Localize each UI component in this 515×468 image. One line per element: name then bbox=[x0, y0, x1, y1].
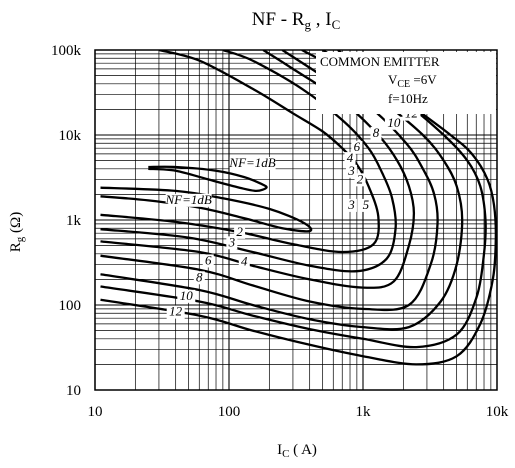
curve-label: 8 bbox=[373, 125, 380, 140]
curve-label-bg bbox=[351, 140, 363, 154]
title-main: NF - R bbox=[252, 9, 305, 30]
condition-frequency: f=10Hz bbox=[388, 91, 428, 106]
y-label-main: R bbox=[8, 242, 24, 252]
curve-label: 2 bbox=[357, 171, 364, 186]
x-label-sub: C bbox=[282, 448, 289, 460]
curve-label-bg bbox=[193, 271, 205, 285]
y-tick-label: 10 bbox=[66, 383, 81, 399]
curve-label-bg bbox=[177, 289, 196, 303]
curve-label: 4 bbox=[347, 150, 354, 165]
title-sub-g: g bbox=[305, 17, 312, 32]
x-tick-label: 10k bbox=[486, 404, 509, 420]
curve-label-bg bbox=[229, 157, 276, 171]
vce-main: V bbox=[388, 72, 398, 87]
curve-label-bg bbox=[354, 173, 366, 187]
curve-label: 6 bbox=[354, 139, 361, 154]
curve-label: 3 bbox=[228, 234, 236, 249]
x-tick-labels: 10 100 1k 10k bbox=[88, 404, 509, 420]
curve-label-bg bbox=[360, 198, 372, 212]
title-mid: , I bbox=[311, 9, 332, 30]
y-axis-label: Rg (Ω) bbox=[8, 212, 26, 252]
curve-label-bg bbox=[384, 116, 403, 130]
y-tick-label: 1k bbox=[66, 213, 82, 229]
curve-label-bg bbox=[344, 152, 356, 166]
curve-label: 10 bbox=[387, 115, 401, 130]
curve-label-bg bbox=[370, 126, 382, 140]
x-tick-label: 10 bbox=[88, 404, 103, 420]
curve-label: 3 bbox=[347, 197, 355, 212]
curve-label: 3 bbox=[347, 163, 355, 178]
curve-label: NF=1dB bbox=[228, 155, 275, 170]
y-label-unit: (Ω) bbox=[8, 212, 24, 237]
conditions-box bbox=[316, 52, 496, 114]
curve-label-bg bbox=[202, 254, 214, 268]
nf-curve-10-7 bbox=[100, 50, 487, 349]
condition-vce: VCE =6V bbox=[388, 72, 437, 90]
curve-label-bg bbox=[345, 164, 357, 178]
condition-mode: COMMON EMITTER bbox=[320, 54, 440, 69]
curve-label-bg bbox=[226, 236, 238, 250]
title-sub-c: C bbox=[332, 17, 341, 32]
curve-label: 10 bbox=[180, 288, 194, 303]
curve-label-bg bbox=[345, 198, 357, 212]
curve-label: 2 bbox=[236, 224, 243, 239]
curve-label-bg bbox=[165, 193, 212, 207]
nf-curve-3-3 bbox=[100, 50, 397, 273]
curve-label: 12 bbox=[169, 304, 183, 319]
x-tick-label: 1k bbox=[356, 404, 372, 420]
curve-label: 6 bbox=[205, 252, 212, 267]
vce-rest: =6V bbox=[410, 72, 437, 87]
curve-label: 5 bbox=[363, 197, 370, 212]
y-tick-labels: 10 100 1k 10k 100k bbox=[51, 43, 82, 399]
y-label-sub: g bbox=[14, 236, 26, 242]
y-tick-label: 100k bbox=[51, 43, 82, 59]
x-label-main: I bbox=[277, 442, 282, 458]
y-tick-label: 10k bbox=[59, 128, 82, 144]
plot-frame bbox=[94, 49, 498, 391]
curve-label-bg bbox=[238, 255, 250, 269]
x-axis-label: IC ( A) bbox=[277, 442, 317, 460]
curve-label: 8 bbox=[196, 269, 203, 284]
curve-label-bg bbox=[234, 225, 246, 239]
y-tick-label: 100 bbox=[59, 298, 82, 314]
curve-label: NF=1dB bbox=[164, 192, 211, 207]
x-tick-label: 100 bbox=[218, 404, 241, 420]
curve-label-bg bbox=[166, 305, 185, 319]
x-label-unit: ( A) bbox=[289, 442, 317, 458]
nf-curve-nf-1db-0 bbox=[148, 165, 268, 193]
conditions-legend: COMMON EMITTER VCE =6V f=10Hz bbox=[316, 52, 496, 114]
nf-curve-12-8 bbox=[100, 50, 497, 366]
curve-label: 4 bbox=[241, 254, 248, 269]
chart-title: NF - Rg , IC bbox=[252, 9, 341, 32]
vce-sub: CE bbox=[397, 79, 410, 90]
